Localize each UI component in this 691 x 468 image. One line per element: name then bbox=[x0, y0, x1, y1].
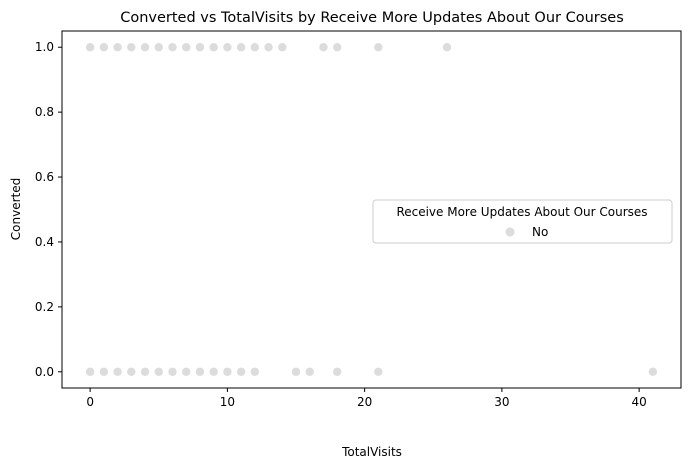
data-point bbox=[140, 42, 150, 53]
data-point bbox=[99, 42, 109, 53]
legend-box bbox=[372, 199, 673, 244]
y-tick-label: 0.6 bbox=[35, 170, 54, 184]
data-point bbox=[140, 366, 150, 377]
data-point bbox=[222, 42, 233, 53]
data-point bbox=[167, 42, 178, 53]
data-point bbox=[99, 366, 109, 377]
data-point bbox=[208, 42, 219, 53]
data-point bbox=[222, 366, 233, 377]
data-point bbox=[648, 366, 658, 377]
x-axis-ticks: 0 10 20 30 40 bbox=[86, 388, 647, 409]
data-point bbox=[291, 366, 301, 377]
data-point bbox=[195, 366, 205, 377]
y-tick-label: 1.0 bbox=[35, 40, 54, 54]
x-tick-label: 20 bbox=[357, 395, 372, 409]
y-axis-ticks: 0.0 0.2 0.4 0.6 0.8 1.0 bbox=[35, 40, 62, 379]
x-tick-label: 30 bbox=[494, 395, 509, 409]
data-point bbox=[126, 366, 137, 377]
y-tick-label: 0.2 bbox=[35, 300, 54, 314]
data-point bbox=[112, 42, 123, 53]
data-point bbox=[236, 42, 246, 53]
data-point bbox=[250, 42, 260, 53]
x-axis-label: TotalVisits bbox=[341, 445, 402, 459]
legend: Receive More Updates About Our Courses N… bbox=[372, 199, 673, 244]
y-tick-label: 0.8 bbox=[35, 105, 54, 119]
data-point bbox=[181, 42, 192, 53]
data-point bbox=[250, 366, 260, 377]
legend-marker-no bbox=[505, 227, 515, 237]
data-point bbox=[373, 42, 384, 53]
data-point bbox=[332, 366, 342, 377]
data-point bbox=[208, 366, 219, 377]
data-point bbox=[236, 366, 246, 377]
data-point bbox=[195, 42, 205, 53]
data-points bbox=[85, 42, 658, 377]
data-point bbox=[181, 366, 192, 377]
x-tick-label: 0 bbox=[86, 395, 94, 409]
data-point bbox=[85, 366, 95, 377]
data-point bbox=[85, 42, 95, 53]
data-point bbox=[304, 366, 315, 377]
data-point bbox=[167, 366, 178, 377]
data-point bbox=[332, 42, 342, 53]
y-tick-label: 0.4 bbox=[35, 235, 54, 249]
data-point bbox=[112, 366, 123, 377]
data-point bbox=[277, 42, 288, 53]
data-point bbox=[442, 42, 452, 53]
y-tick-label: 0.0 bbox=[35, 365, 54, 379]
x-tick-label: 10 bbox=[220, 395, 235, 409]
x-tick-label: 40 bbox=[631, 395, 646, 409]
data-point bbox=[126, 42, 137, 53]
y-axis-label: Converted bbox=[9, 178, 23, 240]
plot-frame bbox=[61, 30, 682, 389]
legend-label-no: No bbox=[532, 225, 548, 239]
data-point bbox=[318, 42, 329, 53]
data-point bbox=[373, 366, 384, 377]
chart-title: Converted vs TotalVisits by Receive More… bbox=[120, 10, 624, 26]
data-point bbox=[153, 42, 164, 53]
data-point bbox=[153, 366, 164, 377]
data-point bbox=[263, 42, 274, 53]
legend-title: Receive More Updates About Our Courses bbox=[396, 205, 647, 219]
